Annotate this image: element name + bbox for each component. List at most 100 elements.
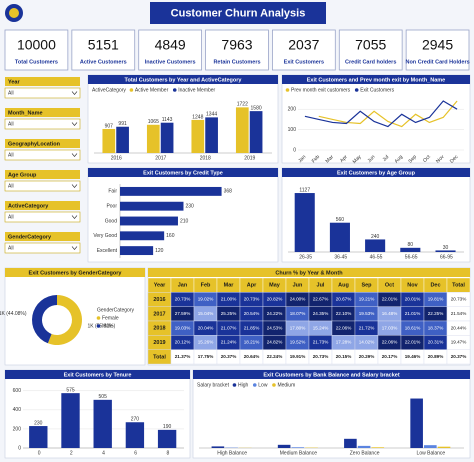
kpi-label: Non Credit Card Holders: [405, 59, 469, 65]
donut-slice: [32, 295, 57, 344]
slicer-label: Month_Name: [8, 110, 43, 116]
dropdown-chevron: [71, 122, 78, 126]
cell-text: 20.01%: [405, 297, 421, 302]
bar: [424, 445, 437, 448]
cell-text: 17.28%: [336, 340, 352, 345]
slicer-dropdown[interactable]: [4, 87, 81, 99]
cell-text: 19.02%: [198, 297, 214, 302]
x-tick-label: Sep: [407, 154, 418, 165]
cell-text: 20.12%: [175, 340, 191, 345]
cell-text: 20.73%: [451, 297, 467, 302]
x-tick-label: Jun: [366, 154, 376, 164]
kpi-value: 5151: [88, 37, 119, 53]
cell-text: 20.54%: [244, 311, 260, 316]
bar: [157, 429, 177, 448]
column-header: Nov: [407, 283, 418, 289]
cell-text: 21.73%: [313, 340, 329, 345]
data-label: 575: [66, 387, 75, 393]
cell-text: 22.67%: [313, 297, 329, 302]
bar: [29, 426, 48, 448]
bar: [435, 250, 456, 252]
title-box: [150, 2, 326, 24]
cell-text: 20.31%: [428, 340, 444, 345]
kpi-card: [71, 29, 136, 71]
cell-text: 20.37%: [451, 354, 467, 359]
data-label: 1248: [192, 114, 203, 120]
cell-text: 24.53%: [267, 325, 283, 330]
legend-marker: [252, 383, 257, 387]
column-header: Apr: [247, 283, 257, 289]
kpi-card: [338, 29, 403, 71]
cell-text: 20.64%: [244, 354, 260, 359]
cell-text: 19.81%: [428, 297, 444, 302]
x-tick-label: Mar: [325, 154, 336, 165]
slicer-dropdown[interactable]: [4, 118, 81, 130]
slicer-dropdown[interactable]: [4, 211, 81, 223]
legend-label: High: [238, 382, 249, 388]
x-tick-label: 66-95: [440, 254, 453, 260]
cell-text: 20.29%: [359, 354, 375, 359]
data-label: 230: [34, 420, 43, 426]
data-label: 991: [118, 121, 127, 127]
slicer-header: [5, 170, 80, 179]
bar: [235, 107, 249, 153]
panel-title-bar: [282, 168, 470, 177]
x-tick-label: 26-35: [299, 254, 312, 260]
cell-text: 19.47%: [451, 340, 467, 345]
bar: [371, 447, 385, 448]
x-tick-label: Jan: [297, 154, 307, 164]
cell-text: 19.03%: [175, 325, 191, 330]
bar: [294, 193, 315, 252]
x-tick-label: Apr: [339, 154, 349, 164]
x-tick-label: Oct: [422, 154, 432, 164]
data-label: 240: [371, 234, 380, 240]
data-label: 120: [155, 248, 164, 254]
data-label: 160: [166, 233, 175, 239]
cell-text: 17.03%: [382, 325, 398, 330]
cell-text: 20.37%: [221, 354, 237, 359]
data-label: 1143: [162, 117, 173, 123]
y-tick-label: 600: [13, 388, 22, 394]
cell-text: 16.48%: [382, 311, 398, 316]
kpi-value: 2037: [288, 37, 319, 53]
x-tick-label: 2016: [111, 155, 122, 161]
y-tick-label: 100: [288, 127, 297, 133]
slicer-value: All: [8, 91, 14, 97]
panel-title-bar: [88, 75, 278, 84]
dropdown-chevron: [71, 153, 78, 157]
slicer-dropdown[interactable]: [4, 180, 81, 192]
cell-text: 18.21%: [244, 340, 260, 345]
data-label: 907: [105, 123, 114, 129]
x-tick-label: 56-65: [405, 254, 418, 260]
slicer-header: [5, 232, 80, 241]
slicer-dropdown[interactable]: [4, 242, 81, 254]
kpi-label: Active Customers: [80, 59, 127, 65]
data-label: 1344: [206, 112, 217, 118]
data-label: 1127: [299, 187, 310, 193]
x-tick-label: 6: [134, 450, 137, 456]
data-label: 270: [131, 417, 140, 423]
column-header: Year: [154, 283, 166, 289]
panel-title: Exit Customers by GenderCategory: [29, 270, 123, 276]
panel-title-bar: [5, 370, 190, 379]
data-label: 1K (44.08%): [0, 311, 27, 317]
slicer-label: GenderCategory: [8, 234, 52, 240]
donut-slice: [47, 295, 83, 346]
kpi-value: 7055: [355, 37, 386, 53]
cell-text: 17.80%: [290, 325, 306, 330]
y-tick-label: Fair: [108, 189, 117, 195]
cell-text: 25.25%: [221, 311, 237, 316]
bar: [160, 122, 174, 153]
legend-marker: [272, 383, 276, 387]
cell-text: 19.46%: [405, 354, 421, 359]
cell-text: 20.82%: [267, 297, 283, 302]
cell-text: 19.21%: [359, 297, 375, 302]
bar: [410, 398, 423, 448]
panel-title-bar: [88, 168, 278, 177]
dashboard-title: Customer Churn Analysis: [171, 7, 306, 19]
slicer-dropdown[interactable]: [4, 149, 81, 161]
bar: [120, 216, 178, 226]
panel-title: Exit Customers by Tenure: [64, 372, 132, 378]
data-label: 80: [408, 242, 414, 248]
column-header: May: [269, 283, 281, 289]
